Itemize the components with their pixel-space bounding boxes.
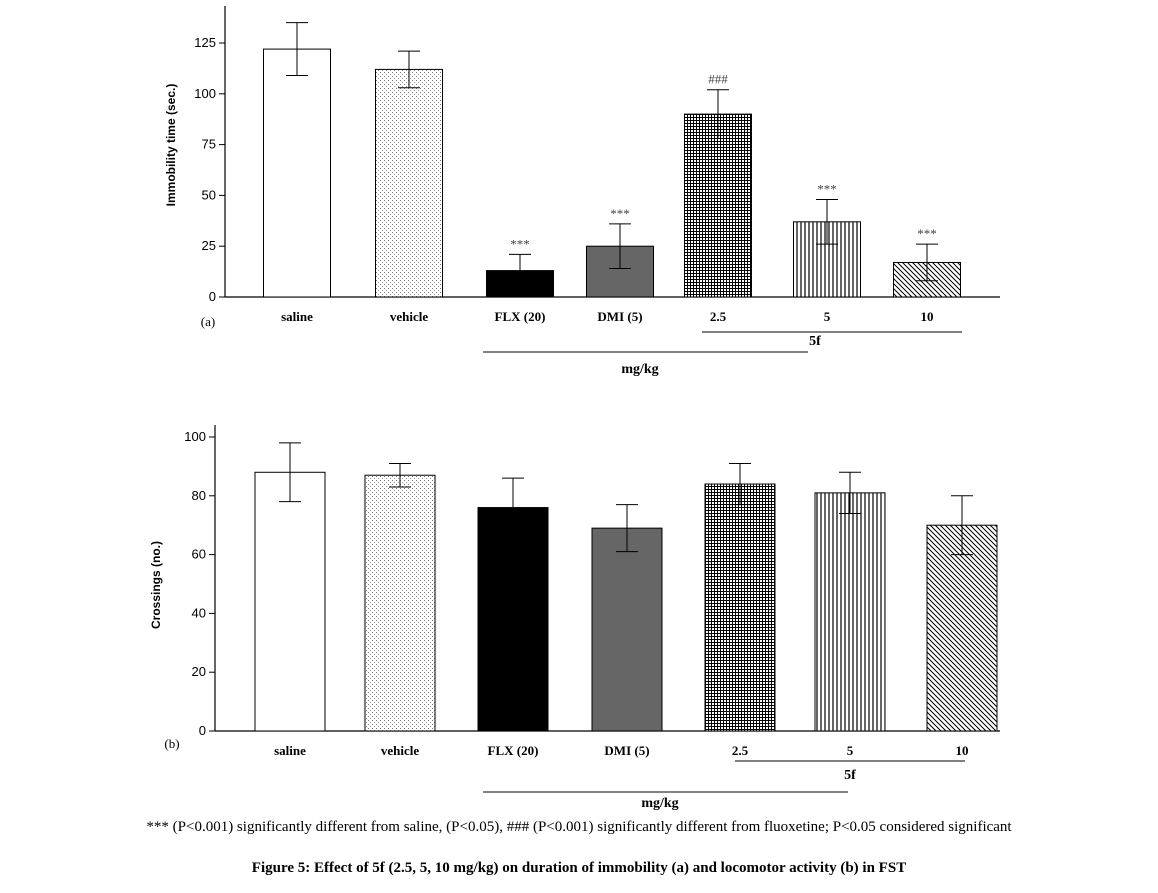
category-label: 2.5 [710, 309, 727, 324]
bar [684, 113, 752, 298]
y-tick-label: 60 [192, 547, 206, 562]
y-axis-label: Immobility time (sec.) [164, 84, 178, 207]
unit-label: mg/kg [641, 796, 678, 811]
bar [926, 524, 998, 732]
significance-marker: *** [817, 181, 837, 196]
y-tick-label: 20 [192, 664, 206, 679]
y-tick-label: 25 [202, 238, 216, 253]
y-tick-label: 0 [209, 289, 216, 304]
y-tick-label: 0 [199, 723, 206, 738]
category-label: FLX (20) [488, 743, 539, 758]
category-label: 5 [824, 309, 831, 324]
significance-marker: *** [510, 236, 530, 251]
category-label: 5 [847, 743, 854, 758]
bar [477, 507, 549, 732]
bar [254, 471, 326, 732]
panel-a-chart: 0 25 50 75 100 125 Immobility time (sec.) salin… [164, 6, 1000, 377]
category-label: 10 [921, 309, 934, 324]
significance-marker: *** [610, 206, 630, 221]
significance-marker: *** [917, 226, 937, 241]
y-tick-label: 80 [192, 488, 206, 503]
y-tick-label: 100 [184, 429, 206, 444]
category-label: 2.5 [732, 743, 749, 758]
panel-label: (a) [201, 314, 215, 329]
category-label: 10 [956, 743, 969, 758]
bar [591, 527, 663, 732]
panel-b-chart: 0 20 40 60 80 100 Crossings (no.) saline vehicle… [149, 425, 1000, 811]
y-axis-label: Crossings (no.) [149, 541, 163, 629]
group-label: 5f [809, 334, 821, 349]
category-label: saline [274, 743, 306, 758]
bar [704, 483, 776, 732]
bar [375, 68, 443, 298]
panel-label: (b) [164, 736, 179, 751]
group-label: 5f [844, 768, 856, 783]
category-label: vehicle [390, 309, 428, 324]
category-label: FLX (20) [495, 309, 546, 324]
y-tick-label: 100 [194, 86, 216, 101]
y-tick-label: 50 [202, 187, 216, 202]
category-label: DMI (5) [604, 743, 649, 758]
bar [814, 492, 886, 732]
category-label: DMI (5) [597, 309, 642, 324]
category-label: vehicle [381, 743, 419, 758]
y-tick-label: 75 [202, 137, 216, 152]
unit-label: mg/kg [621, 362, 658, 377]
y-tick-label: 40 [192, 605, 206, 620]
y-tick-label: 125 [194, 35, 216, 50]
bar [263, 48, 331, 298]
bar [364, 474, 436, 732]
category-label: saline [281, 309, 313, 324]
footnote: *** (P<0.001) significantly different fr… [146, 819, 1012, 835]
figure-caption: Figure 5: Effect of 5f (2.5, 5, 10 mg/kg… [251, 860, 907, 876]
significance-marker: ### [708, 72, 728, 87]
